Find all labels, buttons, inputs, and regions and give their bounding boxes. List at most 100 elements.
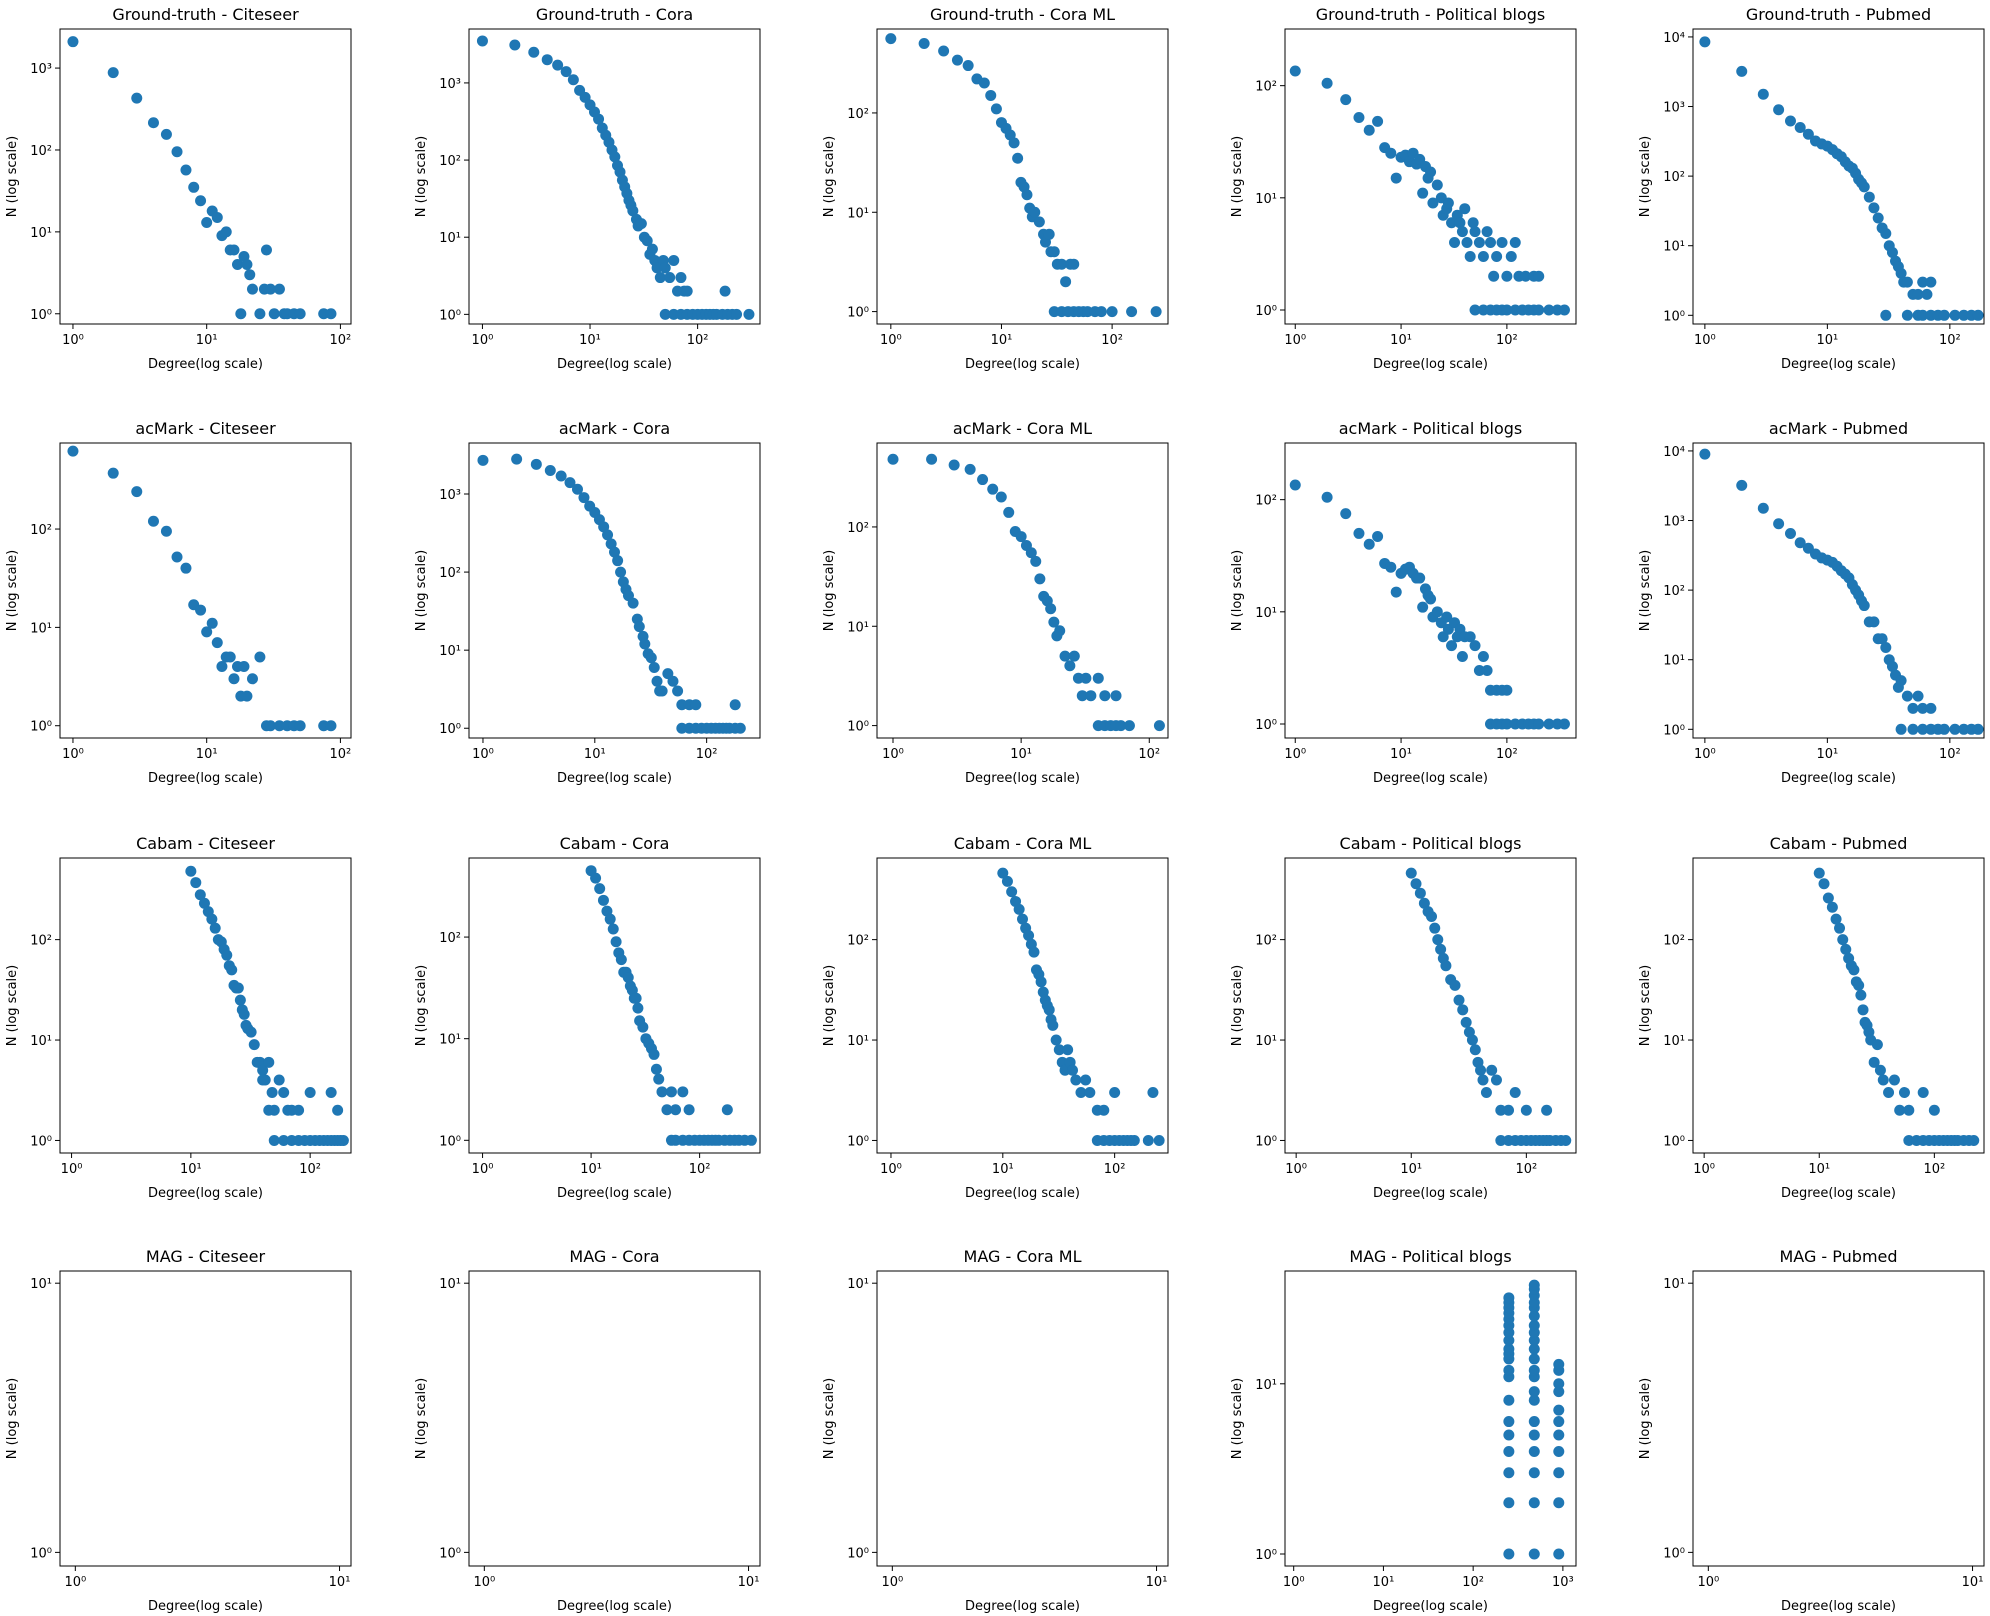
x-tick-label: 10² <box>1496 747 1518 762</box>
subplot-title: Ground-truth - Cora ML <box>930 5 1115 24</box>
point <box>977 474 989 486</box>
point <box>1013 903 1025 915</box>
point <box>1503 1446 1515 1458</box>
point <box>1868 202 1880 214</box>
point <box>1503 1334 1515 1346</box>
point <box>1921 288 1933 300</box>
point <box>1289 479 1301 491</box>
point <box>1503 1104 1515 1116</box>
point <box>1528 1334 1540 1346</box>
y-tick-label: 10¹ <box>30 226 52 241</box>
y-tick-label: 10¹ <box>439 231 461 246</box>
point <box>1053 1044 1065 1056</box>
point <box>198 897 210 909</box>
point <box>1553 1497 1565 1509</box>
y-tick-label: 10² <box>439 154 461 169</box>
point <box>667 675 679 687</box>
x-tick-label: 10¹ <box>196 333 218 348</box>
y-tick-label: 10² <box>439 931 461 946</box>
x-tick-label: 10⁰ <box>1283 1575 1305 1590</box>
point <box>1023 929 1035 941</box>
point <box>1449 236 1461 248</box>
point <box>1056 258 1068 270</box>
point <box>1528 1279 1540 1291</box>
point <box>1126 306 1138 318</box>
x-tick-label: 10¹ <box>1146 1575 1168 1590</box>
y-tick-label: 10³ <box>439 77 461 92</box>
subplot: MAG - Citeseer Degree(log scale) N (log sc… <box>5 1247 352 1614</box>
point <box>1837 934 1849 946</box>
plot-frame <box>876 28 1169 325</box>
point <box>648 661 660 673</box>
point <box>1080 672 1092 684</box>
point <box>1068 258 1080 270</box>
point <box>1553 1467 1565 1479</box>
point <box>1736 479 1748 491</box>
point <box>1059 650 1071 662</box>
point <box>1410 878 1422 890</box>
x-axis-label: Degree(log scale) <box>1373 357 1488 372</box>
point <box>1469 304 1481 316</box>
subplot-title: Ground-truth - Political blogs <box>1316 5 1545 24</box>
point <box>1012 152 1024 164</box>
point <box>1736 65 1748 77</box>
point <box>509 39 521 51</box>
point <box>1150 306 1162 318</box>
x-tick-label: 10² <box>330 333 352 348</box>
point <box>630 992 642 1004</box>
point <box>325 308 337 320</box>
point <box>560 66 572 78</box>
point <box>1340 508 1352 520</box>
y-tick-label: 10¹ <box>30 1277 52 1292</box>
y-axis-label: N (log scale) <box>414 965 429 1046</box>
subplot: Ground-truth - Pubmed Degree(log scale) N … <box>1638 5 1985 372</box>
subplot: acMark - Citeseer Degree(log scale) N (log… <box>5 419 352 786</box>
point <box>1432 934 1444 946</box>
subplot-title: acMark - Citeseer <box>135 419 276 438</box>
y-tick-label: 10¹ <box>1663 1034 1685 1049</box>
point <box>147 117 159 129</box>
y-axis-label: N (log scale) <box>5 1378 20 1459</box>
x-tick-label: 10³ <box>1552 1575 1574 1590</box>
point <box>1321 491 1333 503</box>
point <box>1938 309 1950 321</box>
point <box>1699 36 1711 48</box>
point <box>1925 702 1937 714</box>
x-tick-label: 10⁰ <box>880 1162 902 1177</box>
x-tick-label: 10² <box>1496 333 1518 348</box>
point <box>1477 1074 1489 1086</box>
y-axis-label: N (log scale) <box>1638 550 1653 631</box>
point <box>1917 276 1929 288</box>
point <box>1853 979 1865 991</box>
subplot-title: Cabam - Pubmed <box>1770 834 1908 853</box>
point <box>1503 1467 1515 1479</box>
point <box>1528 1548 1540 1560</box>
point <box>1543 718 1555 730</box>
subplot: Ground-truth - Cora ML Degree(log scale) N… <box>822 5 1169 372</box>
point <box>1030 555 1042 567</box>
y-tick-label: 10⁰ <box>1255 1548 1277 1563</box>
point <box>987 483 999 495</box>
y-axis-label: N (log scale) <box>1638 136 1653 217</box>
point <box>1917 723 1929 735</box>
point <box>264 720 276 732</box>
subplot: MAG - Pubmed Degree(log scale) N (log scal… <box>1638 1247 1985 1614</box>
point <box>1021 189 1033 201</box>
y-axis-label: N (log scale) <box>5 965 20 1046</box>
point <box>1417 601 1429 613</box>
y-tick-label: 10² <box>1663 934 1685 949</box>
subplot: Ground-truth - Cora Degree(log scale) N (l… <box>414 5 761 372</box>
x-axis-label: Degree(log scale) <box>965 771 1080 786</box>
y-tick-label: 10¹ <box>1663 240 1685 255</box>
x-tick-label: 10⁰ <box>1284 333 1306 348</box>
subplot-title: acMark - Cora <box>559 419 670 438</box>
point <box>1442 197 1454 209</box>
point <box>1880 641 1892 653</box>
point <box>1028 946 1040 958</box>
x-axis-label: Degree(log scale) <box>557 1599 672 1614</box>
point <box>1541 1104 1553 1116</box>
point <box>1495 1104 1507 1116</box>
subplot: Ground-truth - Citeseer Degree(log scale)… <box>5 5 352 372</box>
